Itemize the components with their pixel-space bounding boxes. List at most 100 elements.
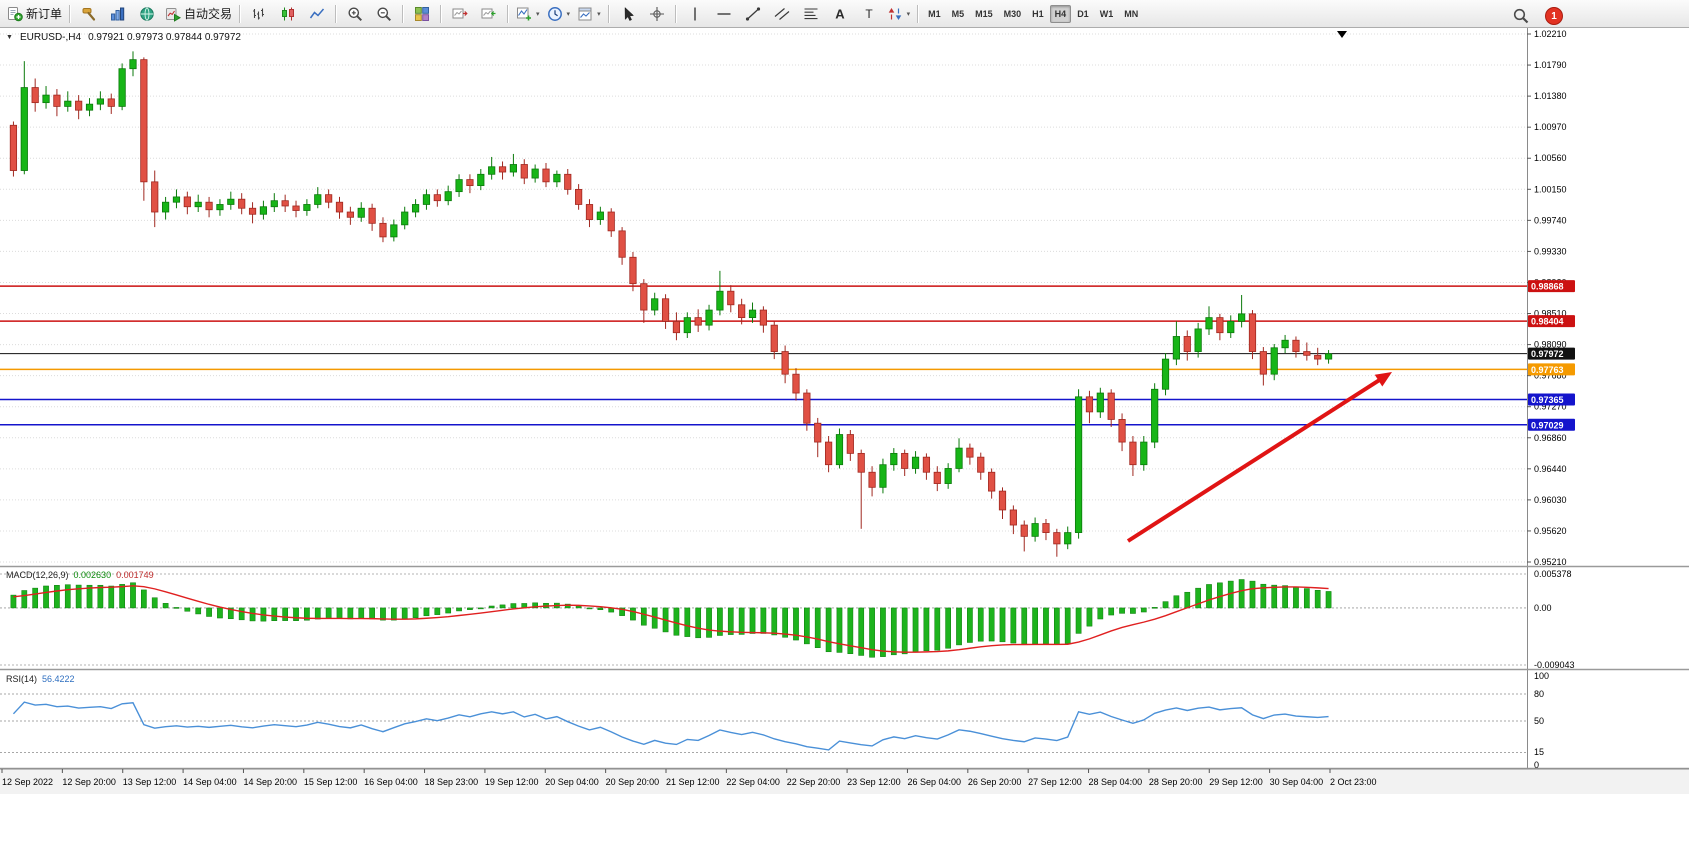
svg-text:27 Sep 12:00: 27 Sep 12:00	[1028, 777, 1082, 787]
trendline-button[interactable]	[739, 2, 767, 26]
arrows-button[interactable]: ▾	[884, 2, 914, 26]
timeframe-button-w1[interactable]: W1	[1099, 8, 1114, 19]
svg-text:1.00970: 1.00970	[1534, 122, 1567, 132]
price-axis[interactable]	[1527, 28, 1607, 769]
ohlc-values: 0.97921 0.97973 0.97844 0.97972	[88, 32, 241, 43]
auto-trading-button[interactable]: 自动交易	[162, 2, 235, 26]
svg-text:1.01380: 1.01380	[1534, 91, 1567, 101]
timeframe-button-m30[interactable]: M30	[1003, 8, 1022, 19]
svg-text:0.97029: 0.97029	[1531, 420, 1564, 430]
candles-icon	[282, 7, 295, 20]
new-order-button[interactable]: 新订单	[4, 2, 65, 26]
market-watch-button[interactable]	[133, 2, 161, 26]
label-icon: T	[865, 7, 873, 21]
svg-text:0.98404: 0.98404	[1531, 317, 1564, 327]
svg-text:1.02210: 1.02210	[1534, 29, 1567, 39]
chart-window: 1.02210 1.01790 1.01380 1.00970 1.00560 1.001…	[0, 28, 1689, 856]
clock-icon	[547, 6, 562, 21]
timeframe-button-h4[interactable]: H4	[1049, 4, 1072, 23]
candle-chart-button[interactable]	[274, 2, 302, 26]
bar-chart-button[interactable]	[245, 2, 273, 26]
tile-windows-button[interactable]	[408, 2, 436, 26]
channel-button[interactable]	[768, 2, 796, 26]
symbol-dropdown-icon[interactable]: ▼	[6, 34, 13, 41]
svg-text:0.00: 0.00	[1534, 603, 1552, 613]
crosshair-button[interactable]	[643, 2, 671, 26]
charts-button[interactable]	[104, 2, 132, 26]
trend-arrow[interactable]	[1126, 372, 1392, 543]
line-chart-button[interactable]	[303, 2, 331, 26]
channel-icon	[774, 7, 789, 20]
svg-text:50: 50	[1534, 716, 1544, 726]
timeframe-button-mn[interactable]: MN	[1124, 8, 1139, 19]
zoom-in-button[interactable]	[341, 2, 369, 26]
chart-canvas[interactable]: 1.02210 1.01790 1.01380 1.00970 1.00560 1.001…	[0, 28, 1689, 856]
svg-text:20 Sep 20:00: 20 Sep 20:00	[606, 777, 660, 787]
svg-text:26 Sep 20:00: 26 Sep 20:00	[968, 777, 1022, 787]
svg-text:21 Sep 12:00: 21 Sep 12:00	[666, 777, 720, 787]
indicators-icon	[517, 7, 532, 20]
hline-icon	[717, 12, 731, 15]
svg-text:28 Sep 20:00: 28 Sep 20:00	[1149, 777, 1203, 787]
svg-text:1.01790: 1.01790	[1534, 60, 1567, 70]
horizontal-line-button[interactable]	[710, 2, 738, 26]
cursor-button[interactable]	[614, 2, 642, 26]
svg-text:30 Sep 04:00: 30 Sep 04:00	[1270, 777, 1324, 787]
zoom-out-icon	[377, 7, 392, 21]
svg-text:18 Sep 23:00: 18 Sep 23:00	[425, 777, 479, 787]
text-button[interactable]: A	[826, 2, 854, 26]
svg-text:0.95210: 0.95210	[1534, 557, 1567, 567]
bars-icon	[253, 8, 265, 19]
templates-button[interactable]: ▾	[574, 2, 604, 26]
svg-text:15 Sep 12:00: 15 Sep 12:00	[304, 777, 358, 787]
shift-chart-button[interactable]	[446, 2, 474, 26]
chevron-down-icon: ▾	[597, 10, 601, 18]
fibonacci-button[interactable]	[797, 2, 825, 26]
svg-text:14 Sep 04:00: 14 Sep 04:00	[183, 777, 237, 787]
macd-name: MACD(12,26,9)	[6, 570, 69, 580]
svg-text:0.97972: 0.97972	[1531, 349, 1564, 359]
svg-text:16 Sep 04:00: 16 Sep 04:00	[364, 777, 418, 787]
search-button[interactable]	[1507, 4, 1535, 28]
toolbar-separator	[440, 4, 443, 23]
indicators-button[interactable]: ▾	[513, 2, 543, 26]
svg-text:0.98090: 0.98090	[1534, 340, 1567, 350]
time-axis[interactable]: 12 Sep 2022 12 Sep 20:00 13 Sep 12:00 14 Se…	[0, 768, 1689, 794]
svg-text:12 Sep 2022: 12 Sep 2022	[2, 777, 53, 787]
chevron-down-icon: ▾	[536, 10, 540, 18]
trendline-icon	[745, 6, 760, 21]
svg-text:2 Oct 23:00: 2 Oct 23:00	[1330, 777, 1377, 787]
tools-button[interactable]	[75, 2, 103, 26]
timeframe-button-m5[interactable]: M5	[951, 8, 965, 19]
auto-scroll-button[interactable]	[475, 2, 503, 26]
periods-button[interactable]: ▾	[544, 2, 574, 26]
timeframe-button-d1[interactable]: D1	[1077, 8, 1089, 19]
vertical-line-button[interactable]	[681, 2, 709, 26]
zoom-out-button[interactable]	[370, 2, 398, 26]
globe-icon	[140, 6, 154, 21]
timeframe-button-h1[interactable]: H1	[1032, 8, 1044, 19]
notification-badge[interactable]: 1	[1545, 7, 1563, 25]
tiles-icon	[415, 6, 430, 21]
macd-signal-line	[13, 585, 1329, 653]
macd-panel: 0.005378 0.00 -0.009043	[0, 569, 1575, 670]
macd-signal-value: 0.001749	[116, 570, 154, 580]
toolbar-separator	[335, 4, 338, 23]
autotrade-icon	[166, 7, 182, 22]
svg-text:0.97680: 0.97680	[1534, 371, 1567, 381]
zoom-in-icon	[348, 7, 363, 21]
label-button[interactable]: T	[855, 2, 883, 26]
svg-text:0.99740: 0.99740	[1534, 215, 1567, 225]
rsi-panel: 100 80 50 15 0	[0, 671, 1549, 770]
svg-text:0.98868: 0.98868	[1531, 282, 1564, 292]
price-axis-labels: 1.02210 1.01790 1.01380 1.00970 1.00560 1.001…	[1527, 28, 1567, 769]
symbol-label: EURUSD-,H4	[19, 32, 82, 43]
grid-lines	[0, 33, 1527, 563]
hammer-icon	[82, 7, 96, 21]
toolbar: 新订单 自动交易 ▾ ▾ ▾ A T ▾ M1 M5 M15 M30 H1 H4 D1 W1 MN	[0, 0, 1689, 28]
timeframe-button-m1[interactable]: M1	[928, 8, 941, 19]
auto-trading-button-label: 自动交易	[184, 7, 233, 21]
svg-text:0.96440: 0.96440	[1534, 464, 1567, 474]
search-icon	[1513, 8, 1529, 24]
timeframe-button-m15[interactable]: M15	[975, 8, 993, 19]
